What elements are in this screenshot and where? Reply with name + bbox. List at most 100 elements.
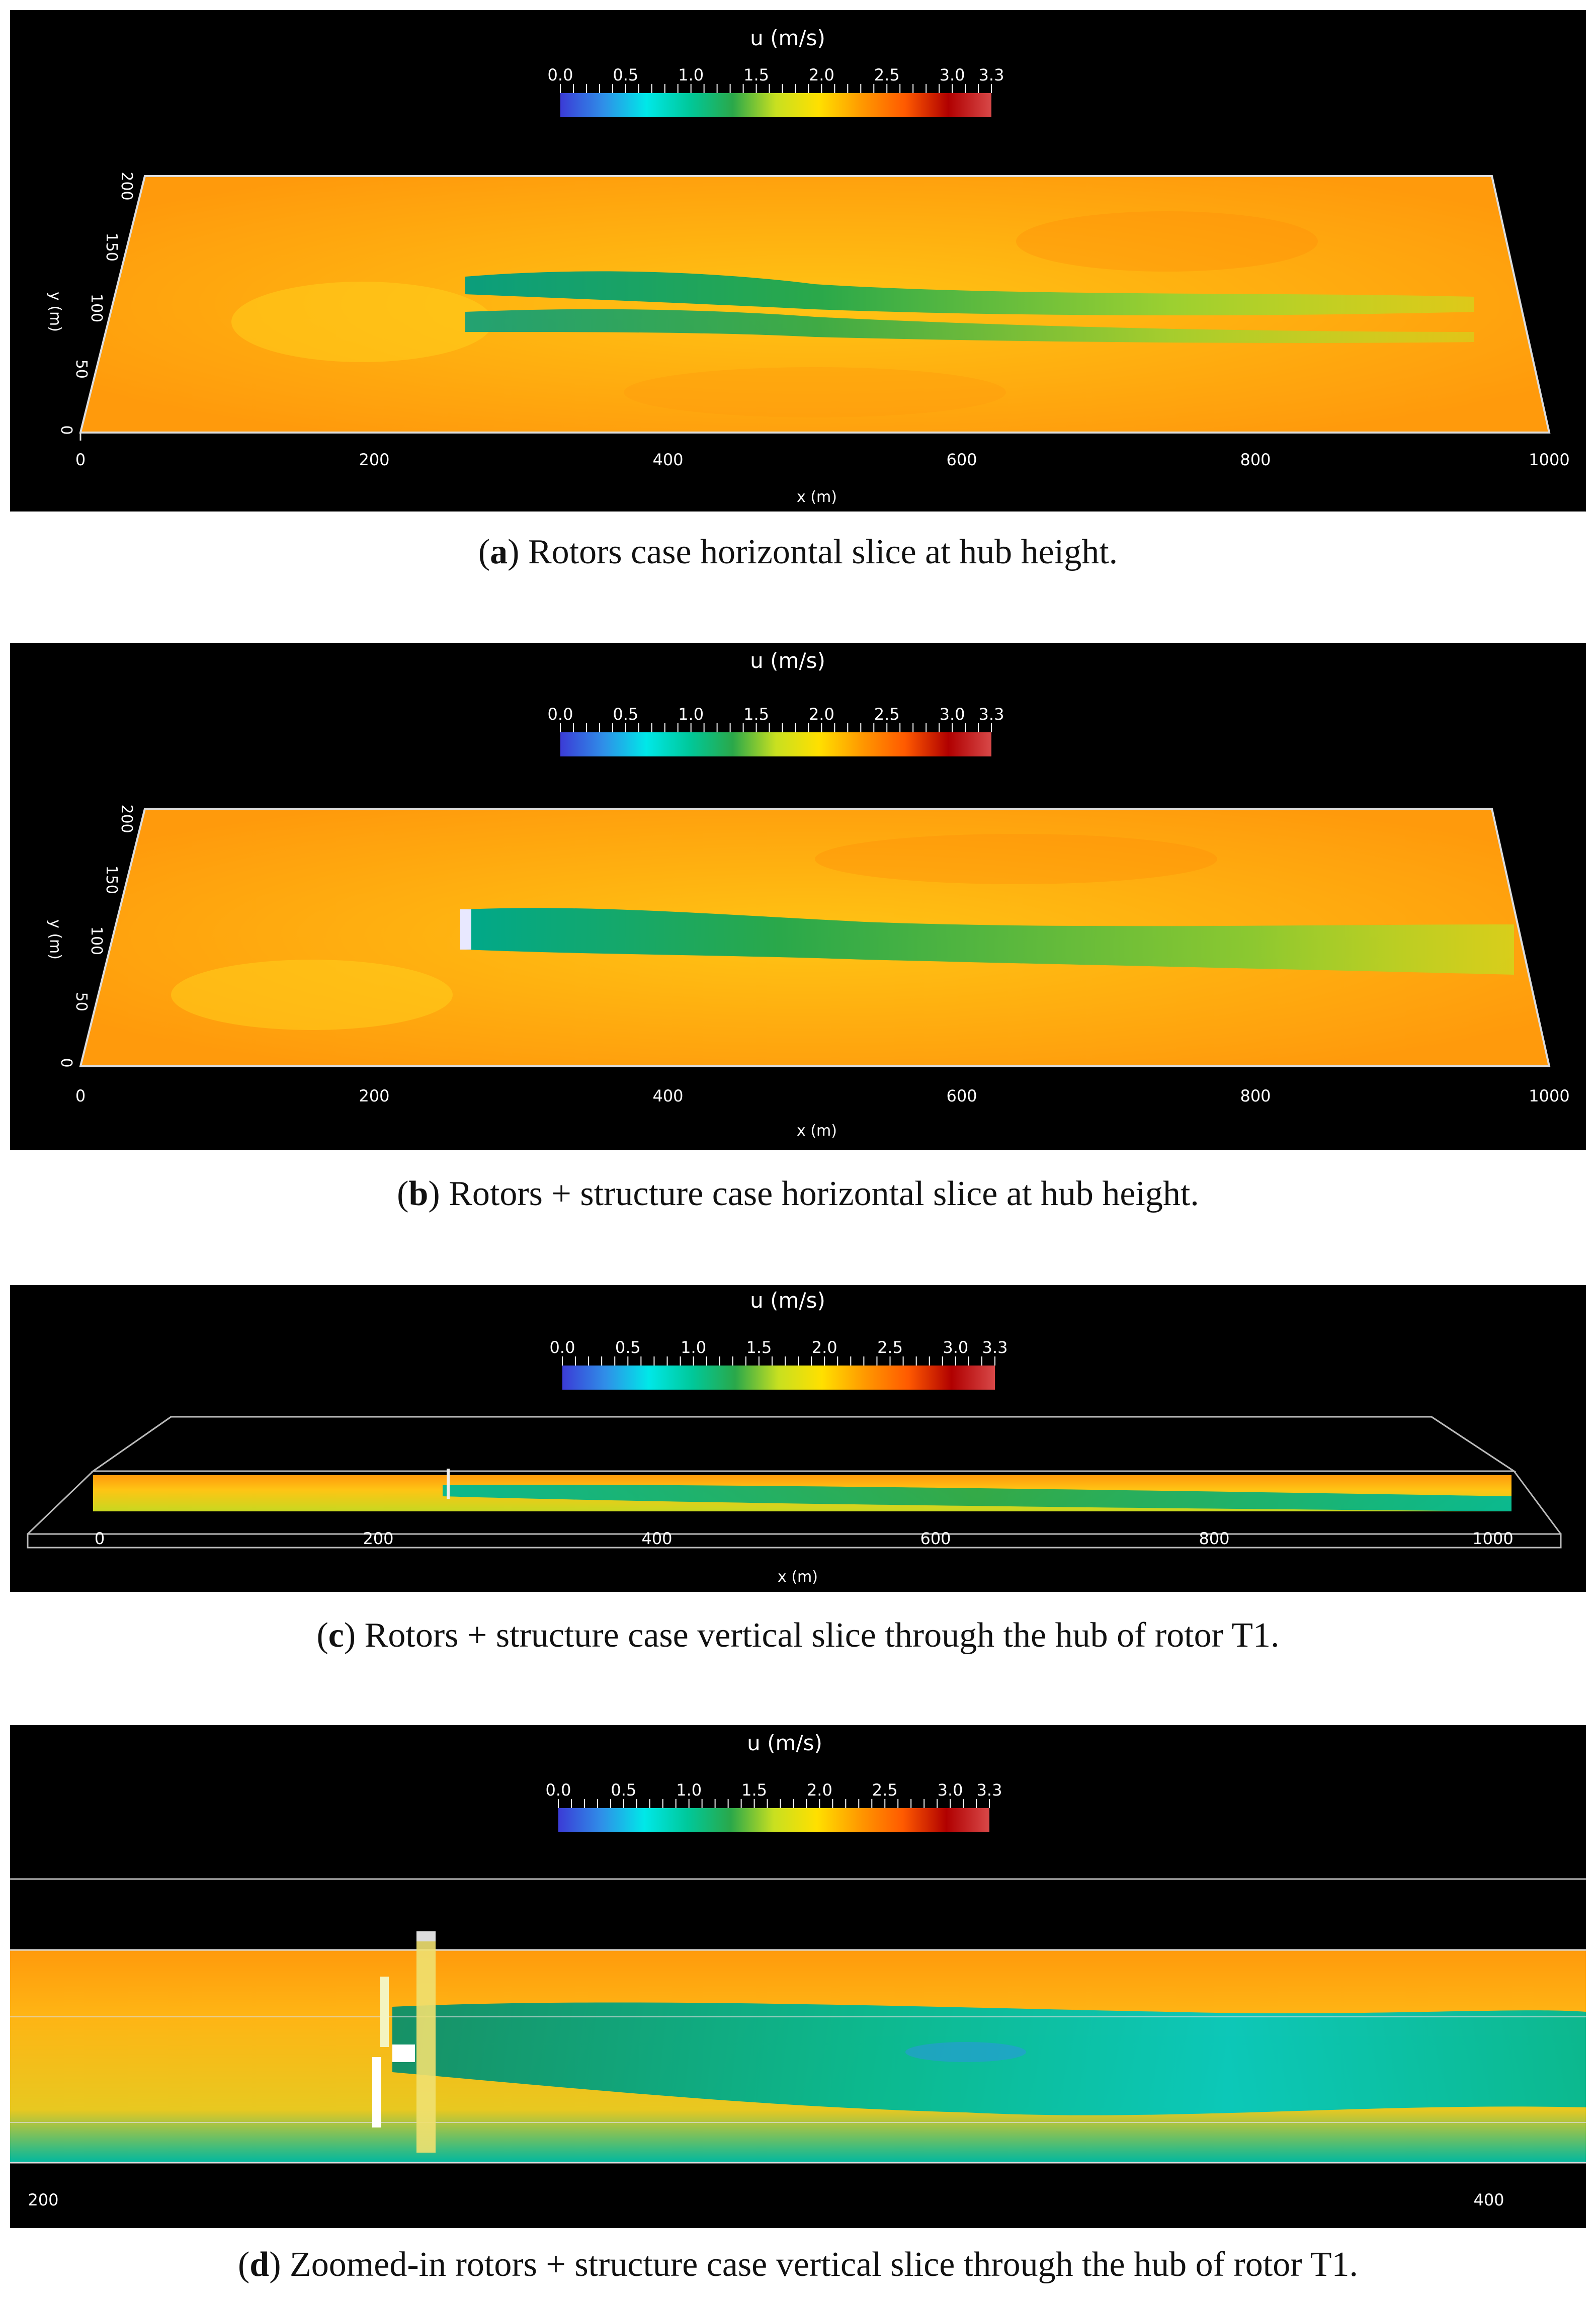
wake-vertical [443,1485,1511,1511]
x-tick-label: 400 [652,450,683,469]
panel-a: u (m/s) 0.0 0.5 1.0 1.5 2.0 2.5 3.0 3.3 0 200 400… [10,10,1586,512]
caption-d: (d) Zoomed-in rotors + structure case ve… [237,2245,1359,2284]
x-axis-ticks: 0 200 400 600 800 1000 [95,1529,1514,1548]
x-tick-label: 0 [75,1086,86,1105]
colorbar-tick-label: 0.5 [613,65,638,84]
wake-t2 [465,309,1474,343]
colorbar-tick-label: 2.5 [874,705,900,724]
x-tick-label: 1000 [1472,1529,1513,1548]
colorbar-tick-label: 2.0 [809,65,834,84]
panel-a-plot: u (m/s) 0.0 0.5 1.0 1.5 2.0 2.5 3.0 3.3 0 200 400… [46,26,1570,506]
caption-a-letter: a [490,533,508,571]
colorbar-tick-label: 3.3 [979,65,1004,84]
panel-b-plot: u (m/s) 0.0 0.5 1.0 1.5 2.0 2.5 3.0 3.3 0 200 400… [46,648,1570,1140]
colorbar-title: u (m/s) [750,1288,825,1313]
x-tick-label: 600 [946,450,977,469]
caption-d-text: ) Zoomed-in rotors + structure case vert… [269,2245,1359,2284]
colorbar-tick-label: 0.0 [548,705,573,724]
colorbar-tick-label: 1.5 [746,1338,772,1357]
colorbar-tick-label: 3.3 [979,705,1004,724]
panel-c-plot: u (m/s) 0.0 0.5 1.0 1.5 2.0 2.5 3.0 3.3 0 200 400… [27,1288,1562,1586]
turbine-tower [447,1469,450,1499]
colorbar-tick-label: 0.0 [548,65,573,84]
x-axis-label: x (m) [797,1122,837,1140]
x-tick-label: 200 [28,2190,58,2209]
rotor-structure [460,909,471,950]
caption-c: (c) Rotors + structure case vertical sli… [316,1616,1280,1655]
colorbar-tick-label: 2.0 [812,1338,837,1357]
colorbar-title: u (m/s) [747,1731,822,1755]
panel-b: u (m/s) 0.0 0.5 1.0 1.5 2.0 2.5 3.0 3.3 0 200 400… [10,643,1586,1150]
colorbar-tick-label: 3.0 [940,65,965,84]
x-tick-label: 400 [1473,2190,1504,2209]
x-tick-label: 200 [363,1529,393,1548]
x-tick-label: 800 [1240,1086,1271,1105]
caption-b: (b) Rotors + structure case horizontal s… [397,1174,1199,1213]
colorbar-tick-label: 1.0 [681,1338,706,1357]
x-axis-ticks: 0 200 400 600 800 1000 [75,1086,1570,1105]
y-tick-label: 150 [103,233,120,262]
colorbar-ticks: 0.0 0.5 1.0 1.5 2.0 2.5 3.0 3.3 [550,1338,1008,1366]
y-axis-ticks: 0 50 100 150 200 [57,804,135,1067]
colorbar-tick-label: 3.3 [982,1338,1008,1357]
colorbar-tick-label: 2.5 [874,65,900,84]
colorbar-tick-label: 2.0 [809,705,834,724]
y-axis-label: y (m) [46,292,64,332]
x-tick-label: 400 [641,1529,672,1548]
y-tick-label: 100 [88,294,105,322]
colorbar-tick-label: 3.0 [938,1780,963,1800]
y-tick-label: 0 [57,425,75,435]
x-tick-label: 200 [359,1086,389,1105]
x-axis-label: x (m) [778,1568,818,1586]
colorbar-tick-label: 1.5 [741,1780,767,1800]
x-tick-label: 800 [1240,450,1271,469]
turbine-tower [416,1936,436,2153]
x-tick-label: 1000 [1529,450,1569,469]
colorbar-tick-label: 2.5 [872,1780,898,1800]
x-tick-label: 800 [1199,1529,1229,1548]
caption-c-letter: c [328,1616,344,1655]
x-tick-label: 0 [75,450,86,469]
colorbar-tick-label: 1.5 [743,705,769,724]
colorbar-tick-label: 2.5 [877,1338,903,1357]
rotor-blade-upper [380,1977,389,2047]
colorbar [560,732,991,756]
x-axis-ticks: 200 400 [28,2190,1504,2209]
colorbar-title: u (m/s) [750,648,825,673]
colorbar-tick-label: 0.5 [613,705,638,724]
caption-a-text: ) Rotors case horizontal slice at hub he… [508,533,1118,571]
y-axis-label: y (m) [46,919,64,960]
panel-d-plot: u (m/s) 0.0 0.5 1.0 1.5 2.0 2.5 3.0 3.3 200 400 [10,1731,1586,2209]
x-tick-label: 400 [652,1086,683,1105]
panel-c: u (m/s) 0.0 0.5 1.0 1.5 2.0 2.5 3.0 3.3 0 200 400… [10,1285,1586,1592]
panel-d: u (m/s) 0.0 0.5 1.0 1.5 2.0 2.5 3.0 3.3 200 400 [10,1725,1586,2228]
x-tick-label: 0 [95,1529,105,1548]
y-axis-ticks: 0 50 100 150 200 [57,172,135,435]
colorbar [558,1808,989,1832]
y-tick-label: 100 [88,926,105,955]
colorbar-ticks: 0.0 0.5 1.0 1.5 2.0 2.5 3.0 3.3 [548,65,1004,93]
y-tick-label: 150 [103,866,120,894]
x-tick-label: 200 [359,450,389,469]
y-tick-label: 50 [72,360,90,379]
caption-a: (a) Rotors case horizontal slice at hub … [478,533,1118,571]
colorbar-tick-label: 3.3 [977,1780,1002,1800]
colorbar-title: u (m/s) [750,26,825,50]
rotor-hub [392,2045,415,2062]
x-tick-label: 600 [920,1529,951,1548]
colorbar [562,1366,995,1390]
y-tick-label: 200 [118,172,135,200]
colorbar-ticks: 0.0 0.5 1.0 1.5 2.0 2.5 3.0 3.3 [548,705,1004,732]
colorbar-tick-label: 0.0 [550,1338,575,1357]
colorbar-tick-label: 0.0 [546,1780,571,1800]
colorbar-tick-label: 1.0 [678,65,704,84]
wake-combined [465,908,1514,975]
x-axis-ticks: 0 200 400 600 800 1000 [75,450,1570,469]
colorbar-tick-label: 1.5 [743,65,769,84]
colorbar [560,93,991,117]
colorbar-tick-label: 0.5 [611,1780,636,1800]
colorbar-tick-label: 0.5 [615,1338,641,1357]
wake-t1 [465,271,1474,315]
y-tick-label: 200 [118,804,135,833]
x-tick-label: 600 [946,1086,977,1105]
